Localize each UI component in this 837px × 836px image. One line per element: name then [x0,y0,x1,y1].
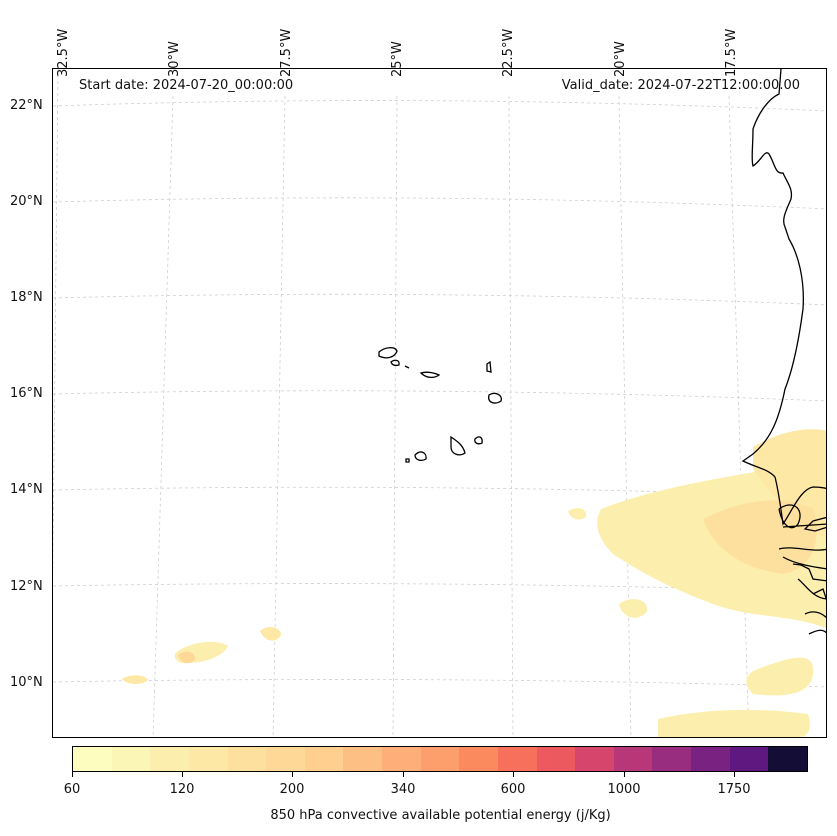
colorbar-segment [150,747,189,771]
lon-label: 22.5°W [501,28,516,77]
colorbar-segment [188,747,228,771]
colorbar-segment [266,747,305,771]
valid-date-label: Valid_date: 2024-07-22T12:00:00.00 [561,78,800,93]
colorbar-segment [382,747,421,771]
colorbar-segment [613,747,653,771]
graticule [53,69,826,737]
colorbar-tick-label: 60 [63,782,81,797]
west-africa-coastline [741,69,826,635]
colorbar-tick [72,772,73,777]
start-date-label: Start date: 2024-07-20_00:00:00 [79,78,294,93]
colorbar-tick-label: 120 [169,782,195,797]
lat-label: 10°N [10,675,43,690]
colorbar [72,746,808,772]
colorbar-tick [624,772,625,777]
lon-label: 30°W [167,41,182,77]
colorbar-label: 850 hPa convective available potential e… [270,808,611,823]
colorbar-segment [420,747,460,771]
colorbar-tick [292,772,293,777]
colorbar-tick [734,772,735,777]
lon-label: 20°W [613,41,628,77]
lon-label: 17.5°W [724,28,739,77]
lat-label: 12°N [10,579,43,594]
colorbar-segment [729,747,769,771]
lat-label: 14°N [10,482,43,497]
colorbar-segment [652,747,691,771]
lon-label: 25°W [390,41,405,77]
colorbar-tick [403,772,404,777]
map-panel [52,68,827,738]
colorbar-segment [575,747,614,771]
colorbar-tick [182,772,183,777]
lat-label: 18°N [10,290,43,305]
colorbar-tick-label: 200 [279,782,305,797]
colorbar-segment [536,747,576,771]
lat-label: 22°N [10,98,43,113]
lon-label: 32.5°W [56,28,71,77]
colorbar-segment [227,747,267,771]
colorbar-tick-label: 1000 [607,782,641,797]
colorbar-segment [304,747,344,771]
colorbar-tick-label: 340 [390,782,416,797]
colorbar-segment [73,747,112,771]
colorbar-segment [691,747,730,771]
colorbar-segment [343,747,382,771]
colorbar-tick-label: 600 [500,782,526,797]
lon-label: 27.5°W [279,28,294,77]
colorbar-segment [111,747,151,771]
lat-label: 16°N [10,386,43,401]
colorbar-segment [459,747,498,771]
map-canvas [53,69,826,737]
lat-label: 20°N [10,194,43,209]
cape-verde-islands [378,347,502,463]
colorbar-segment [497,747,537,771]
colorbar-segment [768,747,807,771]
colorbar-tick-label: 1750 [717,782,751,797]
cape-shading [122,429,826,737]
colorbar-tick [513,772,514,777]
